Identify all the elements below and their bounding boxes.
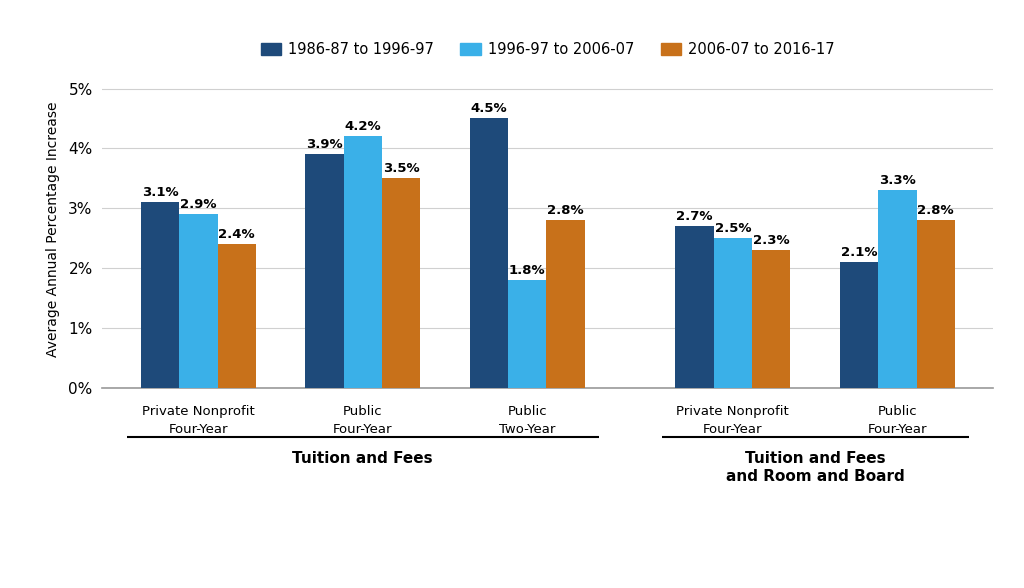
Text: 1.8%: 1.8% [509, 264, 546, 278]
Bar [916, 220, 955, 388]
Text: 2.4%: 2.4% [218, 228, 255, 241]
Text: 3.9%: 3.9% [306, 138, 343, 152]
Bar [675, 226, 714, 388]
Text: Public: Public [343, 405, 383, 418]
Text: 3.1%: 3.1% [141, 186, 178, 199]
Text: 2.7%: 2.7% [676, 211, 713, 223]
Text: Tuition and Fees: Tuition and Fees [744, 451, 886, 466]
Text: Four-Year: Four-Year [169, 423, 228, 436]
Text: Public: Public [878, 405, 918, 418]
Bar [470, 119, 508, 388]
Text: Private Nonprofit: Private Nonprofit [142, 405, 255, 418]
Bar [140, 202, 179, 388]
Bar [344, 136, 382, 388]
Text: 2.3%: 2.3% [753, 234, 790, 248]
Text: Private Nonprofit: Private Nonprofit [677, 405, 790, 418]
Text: Two-Year: Two-Year [499, 423, 555, 436]
Y-axis label: Average Annual Percentage Increase: Average Annual Percentage Increase [46, 102, 60, 357]
Text: 2.8%: 2.8% [918, 205, 954, 218]
Text: 3.5%: 3.5% [383, 162, 420, 175]
Text: Four-Year: Four-Year [333, 423, 392, 436]
Bar [840, 262, 879, 388]
Text: and Room and Board: and Room and Board [726, 469, 904, 484]
Text: Four-Year: Four-Year [703, 423, 763, 436]
Text: 2.8%: 2.8% [548, 205, 584, 218]
Bar [547, 220, 585, 388]
Text: 4.2%: 4.2% [344, 121, 381, 133]
Bar [305, 155, 344, 388]
Bar [382, 178, 421, 388]
Text: 3.3%: 3.3% [879, 175, 915, 188]
Bar [179, 215, 217, 388]
Bar [714, 238, 752, 388]
Text: 2.9%: 2.9% [180, 198, 217, 211]
Bar [217, 244, 256, 388]
Text: Tuition and Fees: Tuition and Fees [293, 451, 433, 466]
Text: 4.5%: 4.5% [471, 102, 507, 115]
Text: Public: Public [508, 405, 547, 418]
Text: 2.5%: 2.5% [715, 222, 752, 235]
Bar [879, 191, 916, 388]
Bar [752, 250, 791, 388]
Text: Four-Year: Four-Year [867, 423, 927, 436]
Text: 2.1%: 2.1% [841, 246, 878, 259]
Bar [508, 280, 547, 388]
Legend: 1986-87 to 1996-97, 1996-97 to 2006-07, 2006-07 to 2016-17: 1986-87 to 1996-97, 1996-97 to 2006-07, … [255, 36, 841, 64]
